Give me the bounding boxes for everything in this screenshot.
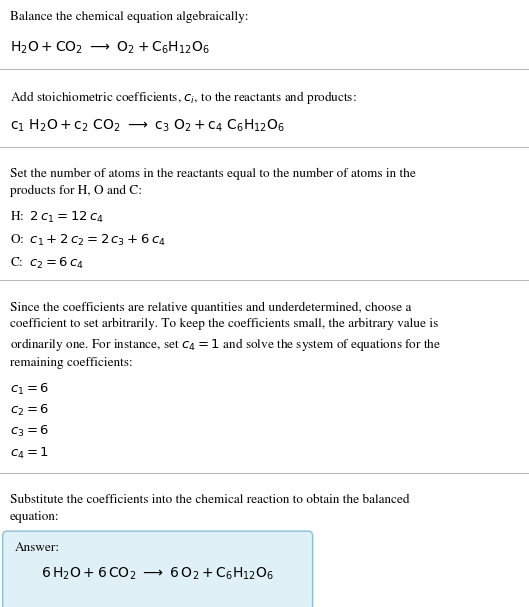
Text: $\mathrm{6\,H_2O + 6\,CO_2 \ \longrightarrow \ 6\,O_2 + C_6H_{12}O_6}$: $\mathrm{6\,H_2O + 6\,CO_2 \ \longrighta… bbox=[41, 565, 274, 582]
Text: H:  $2\,c_1 = 12\,c_4$: H: $2\,c_1 = 12\,c_4$ bbox=[10, 209, 103, 225]
Text: $c_1 = 6$: $c_1 = 6$ bbox=[10, 382, 49, 397]
Text: Answer:: Answer: bbox=[15, 542, 60, 554]
Text: O:  $c_1 + 2\,c_2 = 2\,c_3 + 6\,c_4$: O: $c_1 + 2\,c_2 = 2\,c_3 + 6\,c_4$ bbox=[10, 232, 165, 248]
Text: Set the number of atoms in the reactants equal to the number of atoms in the
pro: Set the number of atoms in the reactants… bbox=[10, 168, 415, 197]
Text: Add stoichiometric coefficients, $c_i$, to the reactants and products:: Add stoichiometric coefficients, $c_i$, … bbox=[10, 89, 357, 106]
FancyBboxPatch shape bbox=[3, 531, 313, 607]
Text: $\mathrm{H_2O + CO_2 \ \longrightarrow \ O_2 + C_6H_{12}O_6}$: $\mathrm{H_2O + CO_2 \ \longrightarrow \… bbox=[10, 40, 209, 56]
Text: $c_4 = 1$: $c_4 = 1$ bbox=[10, 446, 49, 461]
Text: Balance the chemical equation algebraically:: Balance the chemical equation algebraica… bbox=[10, 11, 248, 23]
Text: $c_3 = 6$: $c_3 = 6$ bbox=[10, 424, 49, 439]
Text: $c_2 = 6$: $c_2 = 6$ bbox=[10, 403, 49, 418]
Text: Substitute the coefficients into the chemical reaction to obtain the balanced
eq: Substitute the coefficients into the che… bbox=[10, 495, 409, 523]
Text: $\mathrm{c_1\ H_2O + c_2\ CO_2 \ \longrightarrow \ c_3\ O_2 + c_4\ C_6H_{12}O_6}: $\mathrm{c_1\ H_2O + c_2\ CO_2 \ \longri… bbox=[10, 118, 285, 134]
Text: Since the coefficients are relative quantities and underdetermined, choose a
coe: Since the coefficients are relative quan… bbox=[10, 302, 441, 369]
Text: C:  $c_2 = 6\,c_4$: C: $c_2 = 6\,c_4$ bbox=[10, 256, 84, 271]
